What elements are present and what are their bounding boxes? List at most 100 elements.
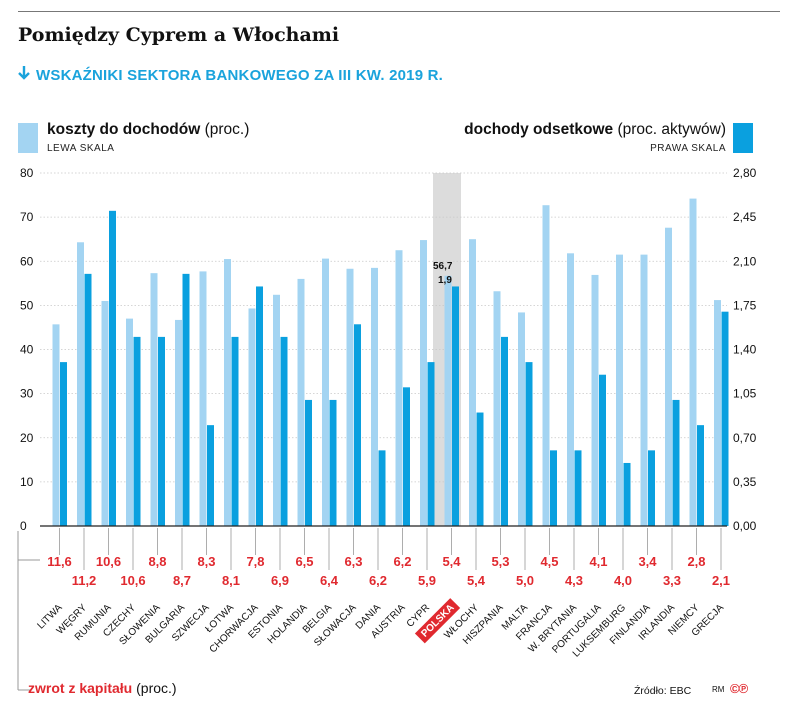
bar-interest-2 — [109, 210, 116, 527]
y-left-tick: 20 — [20, 431, 34, 445]
legend-swatch-costs — [18, 123, 38, 153]
bar-interest-27 — [721, 311, 729, 526]
y-left-tick: 50 — [20, 298, 34, 312]
roe-value-10: 6,5 — [295, 554, 313, 569]
subtitle: WSKAŹNIKI SEKTORA BANKOWEGO ZA III KW. 2… — [18, 66, 443, 84]
arrow-down-icon — [18, 66, 30, 84]
legend-costs: koszty do dochodów (proc.) — [47, 121, 249, 139]
bar-costs-1 — [77, 242, 84, 526]
y-right-tick: 1,75 — [733, 298, 757, 312]
bar-costs-3 — [126, 318, 133, 526]
roe-value-20: 4,5 — [540, 554, 558, 569]
bar-interest-26 — [697, 425, 704, 526]
bar-interest-23 — [623, 462, 631, 526]
y-left-tick: 60 — [20, 254, 34, 268]
bar-costs-6 — [199, 271, 207, 526]
bar-costs-9 — [273, 294, 280, 526]
roe-value-17: 5,4 — [467, 573, 486, 588]
bar-interest-17 — [476, 412, 484, 526]
bar-costs-18 — [493, 291, 501, 526]
source-note: Źródło: EBC — [634, 685, 692, 697]
roe-value-12: 6,3 — [344, 554, 362, 569]
bar-interest-18 — [501, 336, 508, 526]
bar-costs-10 — [297, 278, 305, 526]
bar-interest-3 — [133, 336, 141, 526]
subtitle-text: WSKAŹNIKI SEKTORA BANKOWEGO ZA III KW. 2… — [36, 67, 444, 84]
roe-value-9: 6,9 — [271, 573, 289, 588]
roe-value-21: 4,3 — [565, 573, 583, 588]
bar-costs-23 — [616, 254, 623, 526]
bar-interest-12 — [354, 324, 361, 526]
bar-costs-15 — [420, 240, 427, 526]
bar-costs-24 — [640, 254, 648, 526]
legend-swatch-interest — [733, 123, 753, 153]
bar-costs-20 — [542, 205, 550, 526]
bar-costs-12 — [346, 268, 354, 526]
legend-interest-name: dochody odsetkowe — [464, 121, 614, 138]
y-left-tick: 40 — [20, 343, 34, 357]
bar-costs-5 — [175, 319, 182, 526]
bar-interest-24 — [648, 450, 655, 526]
bar-costs-13 — [371, 267, 378, 526]
bar-interest-25 — [672, 399, 680, 526]
page-title: Pomiędzy Cyprem a Włochami — [18, 24, 340, 46]
bar-interest-21 — [574, 450, 582, 526]
bar-costs-19 — [518, 312, 525, 526]
bar-interest-19 — [525, 362, 533, 526]
bar-interest-22 — [599, 374, 606, 526]
roe-value-14: 6,2 — [393, 554, 411, 569]
roe-value-25: 3,3 — [663, 573, 681, 588]
y-right-tick: 1,05 — [733, 387, 757, 401]
legend-right-scale: PRAWA SKALA — [650, 143, 726, 154]
roe-value-13: 6,2 — [369, 573, 387, 588]
bar-costs-17 — [469, 239, 476, 526]
bar-interest-6 — [207, 425, 214, 526]
legend-interest: dochody odsetkowe (proc. aktywów) — [464, 121, 726, 139]
roe-value-1: 11,2 — [72, 573, 97, 588]
y-right-tick: 2,45 — [733, 210, 757, 224]
bar-interest-10 — [305, 399, 312, 526]
y-right-tick: 2,80 — [733, 166, 757, 180]
roe-value-8: 7,8 — [246, 554, 264, 569]
y-left-tick: 0 — [20, 519, 27, 533]
roe-value-4: 8,8 — [148, 554, 166, 569]
publisher-logo: ©℗ — [730, 681, 748, 696]
y-left-tick: 70 — [20, 210, 34, 224]
highlight-tag-polska — [414, 598, 461, 644]
bar-interest-8 — [256, 286, 263, 526]
bar-costs-4 — [150, 273, 158, 526]
y-right-tick: 1,40 — [733, 343, 757, 357]
legend-costs-name: koszty do dochodów — [47, 121, 201, 138]
bar-interest-0 — [60, 362, 67, 526]
roe-value-18: 5,3 — [491, 554, 509, 569]
bar-interest-15 — [427, 362, 435, 526]
roe-value-11: 6,4 — [320, 573, 339, 588]
legend-costs-unit: (proc.) — [204, 121, 250, 138]
y-right-tick: 0,70 — [733, 431, 757, 445]
bar-costs-7 — [224, 259, 231, 526]
y-left-tick: 30 — [20, 387, 34, 401]
y-left-tick: 80 — [20, 166, 34, 180]
y-right-tick: 2,10 — [733, 254, 757, 268]
bar-interest-9 — [280, 336, 288, 526]
roe-value-7: 8,1 — [222, 573, 240, 588]
roe-value-16: 5,4 — [442, 554, 461, 569]
bar-interest-5 — [182, 273, 190, 526]
y-right-tick: 0,35 — [733, 475, 757, 489]
bar-costs-0 — [52, 324, 60, 526]
roe-value-27: 2,1 — [712, 573, 730, 588]
data-label-polska-costs: 56,7 — [433, 261, 453, 272]
y-right-tick: 0,00 — [733, 519, 757, 533]
bar-interest-20 — [550, 450, 557, 526]
bar-costs-27 — [714, 300, 721, 526]
roe-value-6: 8,3 — [197, 554, 215, 569]
roe-value-15: 5,9 — [418, 573, 436, 588]
bar-interest-16 — [452, 286, 459, 526]
bar-costs-2 — [101, 300, 109, 526]
roe-value-22: 4,1 — [589, 554, 607, 569]
bar-costs-26 — [689, 198, 697, 526]
footer-roe-unit: (proc.) — [136, 680, 177, 696]
bar-interest-13 — [378, 450, 386, 526]
bar-costs-11 — [322, 258, 329, 526]
